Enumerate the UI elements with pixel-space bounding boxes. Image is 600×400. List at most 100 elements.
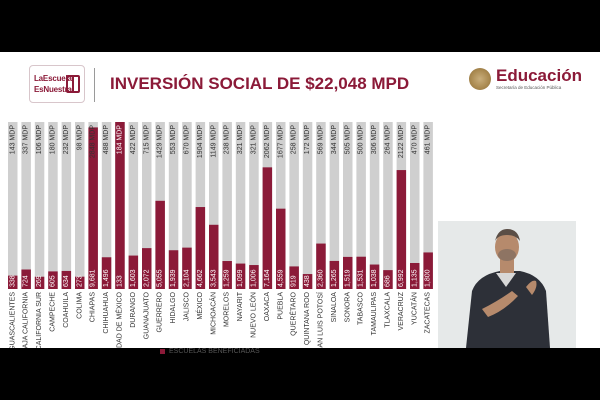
data-bar	[195, 207, 206, 289]
schools-label: 2,072	[143, 269, 150, 287]
category-label: ZACATECAS	[425, 292, 432, 334]
schools-label: 5,055	[157, 269, 164, 287]
investment-label: 143 MDP	[9, 125, 16, 155]
data-bar	[316, 243, 326, 289]
investment-label: 670 MDP	[183, 125, 190, 155]
house-icon	[66, 75, 80, 93]
schools-label: 634	[63, 275, 70, 287]
schools-label: 2,104	[183, 269, 190, 287]
bar-track	[289, 122, 299, 289]
investment-label: 505 MDP	[344, 125, 351, 155]
investment-label: 172 MDP	[304, 125, 311, 155]
category-label: AGUASCALIENTES	[9, 292, 16, 348]
schools-label: 1,259	[224, 269, 231, 287]
schools-label: 2,360	[317, 269, 324, 287]
bar-track	[235, 122, 246, 289]
investment-label: 2122 MDP	[398, 125, 405, 158]
data-bar	[34, 276, 45, 289]
investment-label: 321 MDP	[250, 125, 257, 155]
slide-title: INVERSIÓN SOCIAL DE $22,048 MPD	[110, 74, 410, 93]
bar-track	[222, 122, 232, 289]
category-label: DURANGO	[130, 291, 137, 327]
data-bar	[235, 263, 246, 289]
data-bar	[289, 266, 299, 289]
category-label: CIUDAD DE MÉXICO	[114, 291, 123, 348]
category-label: QUERÉTARO	[289, 291, 298, 335]
schools-label: 4,662	[197, 269, 204, 287]
category-label: COAHUILA	[63, 292, 70, 328]
data-bar	[302, 274, 313, 289]
investment-label: 1904 MDP	[197, 125, 204, 158]
investment-label: 500 MDP	[358, 125, 365, 155]
category-label: BAJA CALIFORNIA SUR	[36, 292, 43, 348]
data-bar	[155, 200, 165, 289]
data-bar	[209, 224, 219, 289]
investment-label: 2848 MDP	[90, 125, 97, 158]
data-bar	[61, 270, 72, 289]
schools-label: 724	[23, 275, 30, 287]
investment-label: 553 MDP	[170, 125, 177, 155]
slide: LaEscuela EsNuestra INVERSIÓN SOCIAL DE …	[0, 52, 600, 355]
category-label: GUANAJUATO	[143, 291, 150, 339]
investment-bar-chart: 143 MDP 338 AGUASCALIENTES 337 MDP 724 BAJA C…	[8, 122, 433, 348]
investment-label: 344 MDP	[331, 125, 338, 155]
schools-label: 273	[76, 275, 83, 287]
investment-label: 264 MDP	[384, 125, 391, 155]
schools-label: 3,543	[210, 269, 217, 287]
schools-label: 6,992	[398, 269, 405, 287]
category-label: CHIAPAS	[90, 292, 97, 323]
bar-track	[329, 122, 340, 289]
category-label: QUINTANA ROO	[304, 291, 311, 345]
data-bar	[168, 250, 179, 289]
bar-track	[8, 122, 18, 289]
bar-track	[61, 122, 72, 289]
investment-label: 321 MDP	[237, 125, 244, 155]
schools-label: 1,603	[130, 269, 137, 287]
bar-track	[128, 122, 139, 289]
schools-label: 1,135	[411, 269, 418, 287]
schools-label: 1,519	[344, 269, 351, 287]
category-label: PUEBLA	[277, 292, 284, 320]
investment-label: 106 MDP	[36, 125, 43, 155]
category-label: CHIHUAHUA	[103, 292, 110, 334]
data-bar	[343, 256, 353, 289]
investment-label: 470 MDP	[411, 125, 418, 155]
data-bar	[101, 257, 112, 289]
schools-label: 605	[49, 275, 56, 287]
schools-label: 1,006	[250, 269, 257, 287]
category-label: HIDALGO	[170, 291, 177, 323]
category-label: TAMAULIPAS	[371, 292, 378, 336]
category-label: SAN LUIS POTOSÍ	[315, 292, 324, 348]
bar-track	[302, 122, 313, 289]
schools-label: 9,681	[90, 269, 97, 287]
investment-label: 1149 MDP	[210, 125, 217, 158]
data-bar	[329, 260, 340, 289]
data-bar	[48, 271, 58, 289]
schools-label: 1,800	[425, 269, 432, 287]
schools-label: 438	[304, 275, 311, 287]
data-bar	[142, 248, 152, 289]
category-label: BAJA CALIFORNIA	[23, 292, 30, 348]
investment-label: 488 MDP	[103, 125, 110, 155]
investment-label: 232 MDP	[63, 125, 70, 155]
schools-label: 1,265	[331, 269, 338, 287]
investment-label: 2062 MDP	[264, 125, 271, 158]
data-bar	[115, 122, 125, 289]
investment-label: 422 MDP	[130, 125, 137, 155]
category-label: TABASCO	[358, 291, 365, 324]
category-label: JALISCO	[183, 291, 190, 321]
brand-name: Educación	[496, 66, 582, 85]
category-label: NUEVO LEÓN	[248, 292, 257, 338]
data-bar	[222, 261, 232, 289]
data-bar	[128, 255, 139, 289]
bar-track	[356, 122, 366, 289]
bar-track	[142, 122, 152, 289]
schools-label: 686	[384, 275, 391, 287]
la-escuela-es-nuestra-logo: LaEscuela EsNuestra	[29, 65, 85, 103]
investment-label: 1429 MDP	[157, 125, 164, 158]
bar-track	[249, 122, 259, 289]
data-bar	[21, 269, 31, 289]
chart-legend: ESCUELAS BENEFICIADAS	[160, 348, 260, 355]
bar-track	[182, 122, 192, 289]
data-bar	[88, 127, 98, 289]
